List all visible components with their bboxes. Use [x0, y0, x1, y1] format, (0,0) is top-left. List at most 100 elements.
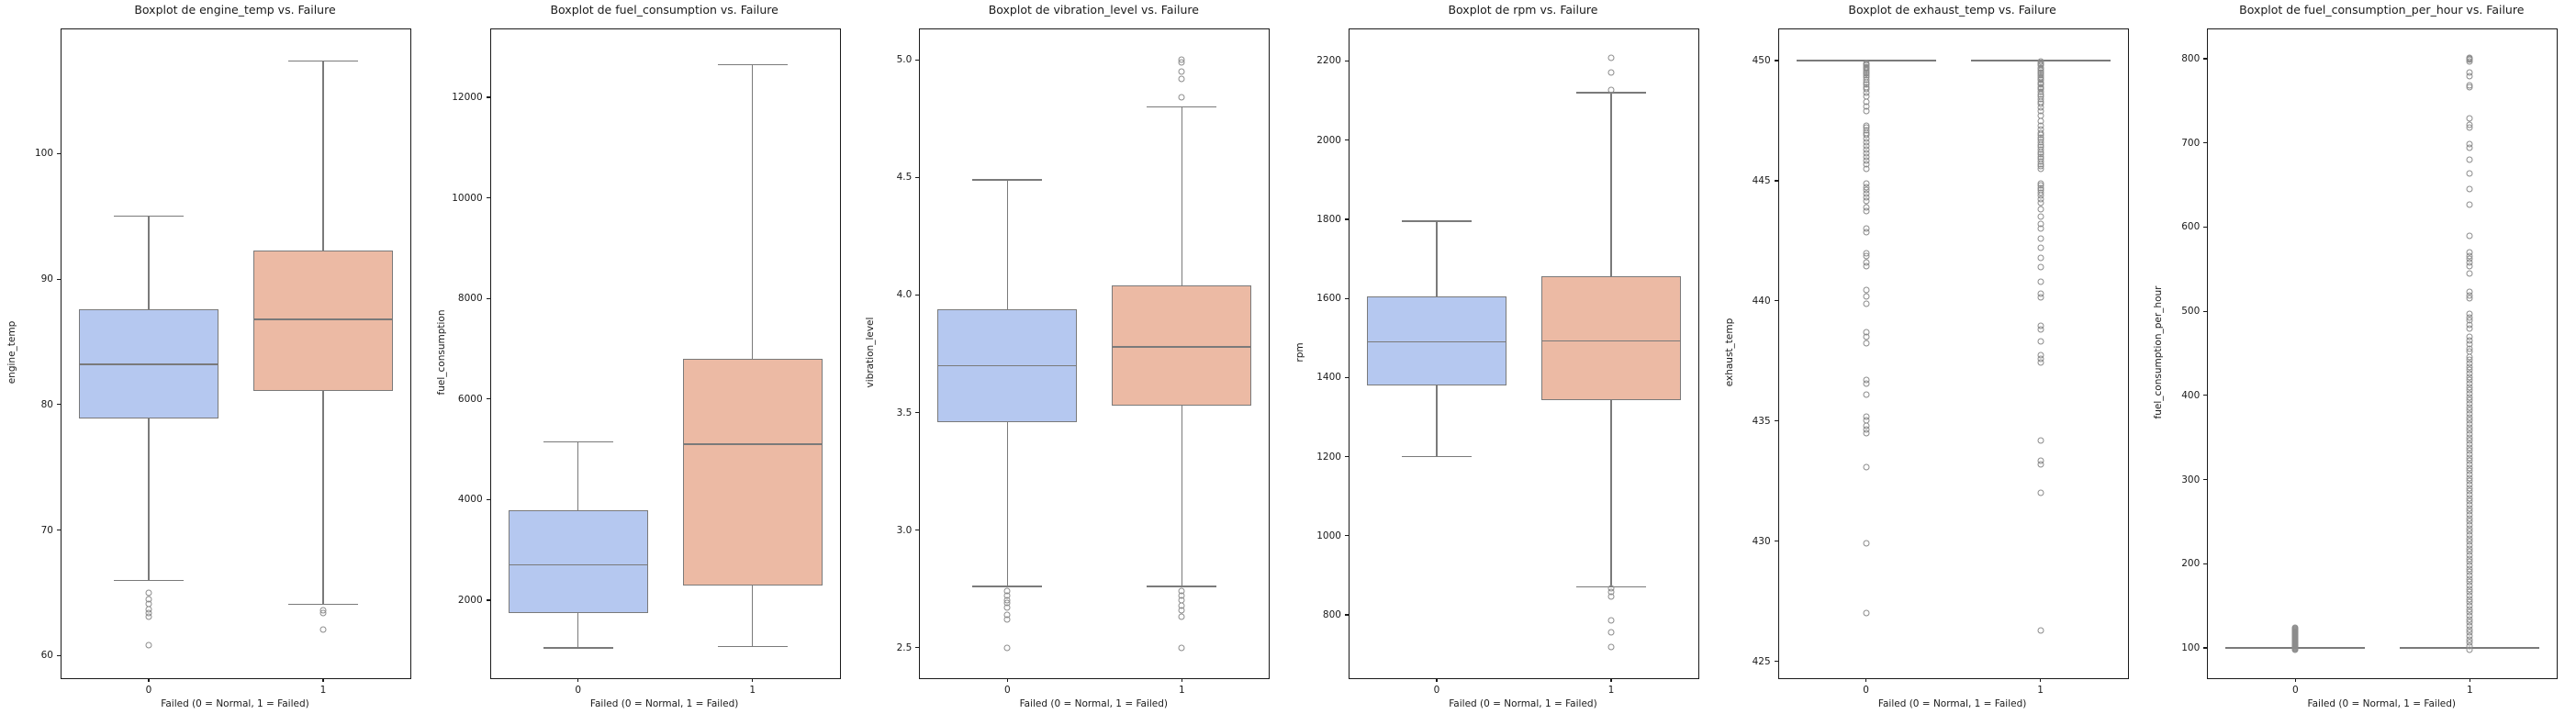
outlier-marker	[1863, 333, 1870, 340]
x-tick-mark	[148, 678, 150, 682]
y-tick-label: 70	[40, 524, 53, 536]
x-tick-label: 0	[1433, 685, 1440, 696]
x-tick-mark	[752, 678, 754, 682]
outlier-marker	[1863, 197, 1870, 205]
box	[1540, 276, 1681, 400]
outlier-marker	[1003, 616, 1011, 623]
y-tick-label: 12000	[452, 91, 483, 103]
y-tick-label: 60	[40, 650, 53, 662]
y-tick-label: 100	[34, 148, 53, 160]
y-tick-label: 440	[1752, 295, 1771, 307]
median-line	[508, 563, 648, 566]
y-tick-label: 1400	[1316, 372, 1341, 384]
y-tick-label: 3.0	[896, 524, 913, 536]
whisker-upper	[1610, 92, 1612, 276]
y-tick-label: 1800	[1316, 213, 1341, 225]
whisker-cap-lower	[543, 647, 613, 649]
outlier-marker	[1863, 229, 1870, 236]
whisker-cap-upper	[543, 441, 613, 443]
x-tick-label: 1	[1607, 685, 1615, 696]
outlier-marker	[1863, 391, 1870, 398]
x-axis-label: Failed (0 = Normal, 1 = Failed)	[1019, 698, 1169, 709]
outlier-marker	[2466, 115, 2473, 122]
outlier-marker	[2466, 201, 2473, 208]
outlier-marker	[319, 609, 327, 617]
y-tick-label: 2000	[1316, 134, 1341, 146]
y-tick-mark	[2203, 563, 2208, 564]
median-line	[1112, 346, 1252, 348]
outlier-marker	[2037, 326, 2044, 333]
y-tick-mark	[486, 96, 490, 98]
y-tick-label: 4.0	[896, 289, 913, 301]
y-tick-mark	[915, 294, 920, 296]
y-tick-mark	[1344, 455, 1349, 458]
outlier-marker	[2466, 185, 2473, 193]
outlier-marker	[1863, 286, 1870, 294]
whisker-lower	[1610, 399, 1612, 587]
box	[1112, 285, 1252, 406]
x-axis-label: Failed (0 = Normal, 1 = Failed)	[1449, 698, 1597, 709]
y-tick-label: 10000	[452, 192, 483, 204]
y-tick-label: 425	[1752, 655, 1771, 667]
box	[682, 358, 823, 586]
whisker-lower	[148, 418, 150, 581]
y-axis-label: engine_temp	[6, 320, 17, 385]
y-tick-mark	[1344, 139, 1349, 141]
outlier-marker	[2291, 624, 2299, 631]
plot-title: Boxplot de fuel_consumption_per_hour vs.…	[2239, 3, 2525, 17]
x-tick-label: 1	[2037, 685, 2044, 696]
whisker-cap-lower	[717, 645, 788, 648]
y-tick-label: 435	[1752, 415, 1771, 427]
y-tick-mark	[2203, 310, 2208, 312]
y-tick-mark	[1344, 535, 1349, 537]
outlier-marker	[2037, 489, 2044, 496]
y-tick-label: 430	[1752, 535, 1771, 547]
median-line	[1540, 340, 1681, 342]
y-tick-mark	[1774, 60, 1778, 61]
outlier-marker	[1607, 69, 1615, 76]
median-line	[253, 318, 393, 320]
x-tick-mark	[1436, 678, 1438, 682]
outlier-marker	[2037, 235, 2044, 242]
x-tick-mark	[2294, 678, 2296, 682]
outlier-marker	[2037, 225, 2044, 232]
whisker-cap-upper	[114, 216, 184, 218]
outlier-marker	[1178, 59, 1185, 66]
y-tick-mark	[57, 404, 61, 406]
outlier-marker	[1607, 629, 1615, 636]
y-tick-label: 2000	[457, 595, 483, 607]
subplot-fuel-consumption-per-hour: Boxplot de fuel_consumption_per_hour vs.…	[2146, 0, 2576, 725]
y-tick-label: 6000	[457, 393, 483, 405]
y-tick-label: 80	[40, 398, 53, 410]
outlier-marker	[319, 626, 327, 633]
outlier-marker	[1607, 54, 1615, 61]
median-line	[79, 363, 218, 365]
whisker-cap-upper	[1401, 220, 1472, 222]
x-tick-label: 1	[1178, 685, 1185, 696]
outlier-marker	[2037, 165, 2044, 173]
outlier-marker	[2037, 627, 2044, 634]
whisker-lower	[322, 390, 324, 605]
subplot-engine-temp: Boxplot de engine_temp vs. Failure engin…	[0, 0, 430, 725]
whisker-cap-lower	[114, 579, 184, 581]
x-tick-mark	[2040, 678, 2042, 682]
x-tick-label: 1	[319, 685, 327, 696]
outlier-marker	[2037, 263, 2044, 271]
x-tick-mark	[322, 678, 324, 682]
outlier-marker	[2037, 338, 2044, 345]
outlier-marker	[1607, 643, 1615, 651]
y-tick-label: 5.0	[896, 54, 913, 66]
whisker-lower	[577, 612, 579, 649]
whisker-cap-lower	[1401, 455, 1472, 458]
y-tick-mark	[57, 654, 61, 656]
median-line	[1366, 340, 1506, 343]
outlier-marker	[2466, 232, 2473, 240]
outlier-marker	[2466, 170, 2473, 177]
y-tick-label: 2.5	[896, 641, 913, 653]
box	[1366, 296, 1506, 385]
whisker-upper	[1006, 179, 1008, 309]
outlier-marker	[1607, 86, 1615, 94]
y-tick-mark	[2203, 142, 2208, 144]
y-tick-label: 800	[1322, 609, 1341, 621]
y-tick-mark	[2203, 395, 2208, 396]
